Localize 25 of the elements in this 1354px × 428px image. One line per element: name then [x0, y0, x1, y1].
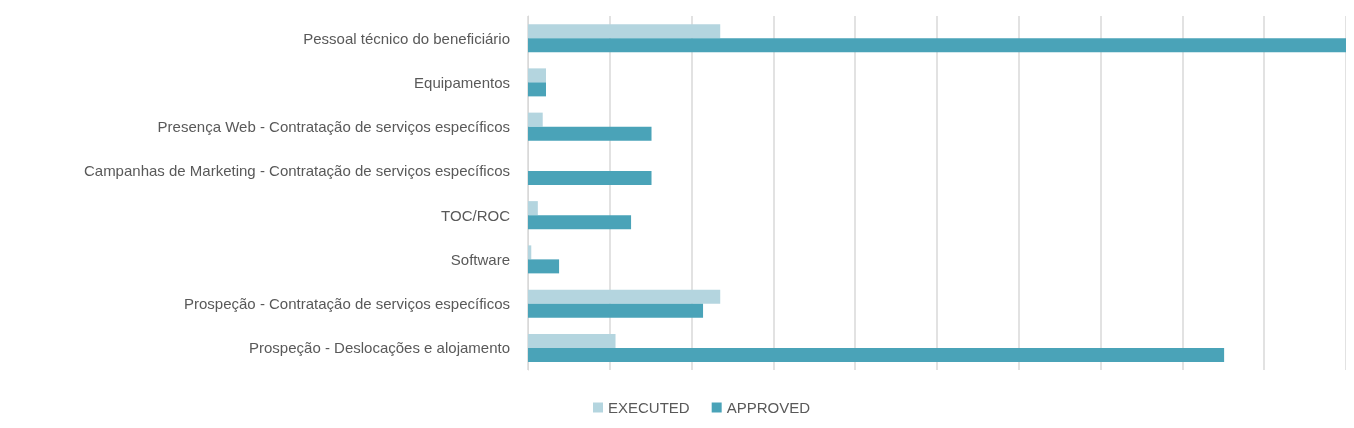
- bar: [528, 289, 721, 304]
- bar: [528, 201, 538, 216]
- bar: [528, 215, 632, 230]
- bar: [528, 333, 616, 348]
- y-tick-label: Pessoal técnico do beneficiário: [303, 29, 510, 47]
- y-tick-label: Prospeção - Contratação de serviços específicos: [184, 295, 510, 313]
- bar: [528, 126, 652, 141]
- bar: [528, 170, 652, 185]
- y-tick-label: Software: [450, 250, 510, 268]
- bar: [528, 347, 1225, 362]
- bar: [528, 24, 721, 39]
- bar: [528, 68, 546, 83]
- bar: [528, 38, 1346, 53]
- legend-label: APPROVED: [726, 399, 811, 416]
- bar: [528, 82, 546, 97]
- y-tick-label: TOC/ROC: [441, 206, 511, 224]
- y-tick-label: Presença Web - Contratação de serviços específicos: [157, 118, 510, 136]
- y-tick-label: Prospeção - Deslocações e alojamento: [249, 339, 510, 357]
- y-tick-label: Campanhas de Marketing - Contratação de serviços específicos: [83, 162, 510, 180]
- bar: [528, 112, 543, 127]
- bar: [528, 303, 704, 318]
- bar: [528, 259, 560, 274]
- legend-label: EXECUTED: [608, 399, 690, 416]
- bar: [528, 245, 532, 260]
- y-tick-label: Equipamentos: [414, 73, 510, 91]
